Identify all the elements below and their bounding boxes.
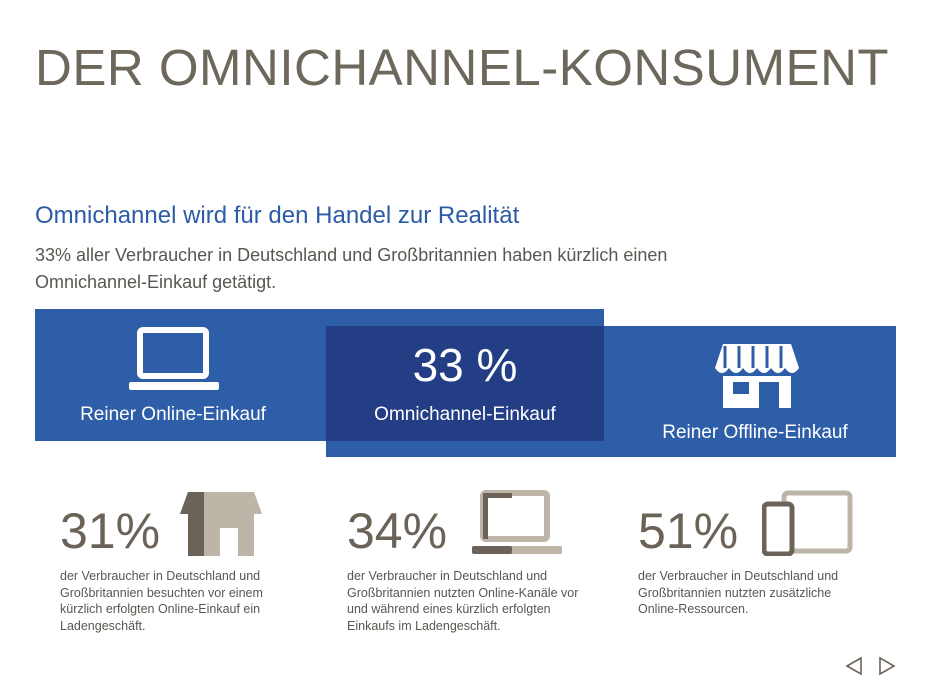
stat-value: 31% [60, 503, 161, 559]
overlap-box [326, 326, 604, 441]
intro-text: 33% aller Verbraucher in Deutschland und… [35, 245, 668, 292]
prev-button[interactable] [844, 656, 864, 676]
laptop-icon [472, 490, 562, 554]
laptop-icon [129, 327, 219, 390]
shop-icon [180, 492, 262, 556]
stat-value: 34% [347, 503, 448, 559]
heading: Omnichannel wird für den Handel zur Real… [35, 202, 520, 229]
online-label: Reiner Online-Einkauf [80, 404, 266, 425]
offline-label: Reiner Offline-Einkauf [662, 422, 848, 443]
title: DER OMNICHANNEL-KONSUMENT [35, 39, 890, 96]
devices-icon [762, 490, 853, 556]
stat-value: 51% [638, 503, 739, 559]
shop-icon [715, 344, 799, 408]
stat-text: der Verbraucher in Deutschland und Großb… [60, 569, 263, 633]
overlap-value: 33 % [412, 339, 518, 391]
stat-text: der Verbraucher in Deutschland und Großb… [638, 569, 839, 616]
overlap-label: Omnichannel-Einkauf [374, 404, 556, 425]
next-button[interactable] [877, 656, 897, 676]
stat-text: der Verbraucher in Deutschland und Großb… [347, 569, 579, 633]
